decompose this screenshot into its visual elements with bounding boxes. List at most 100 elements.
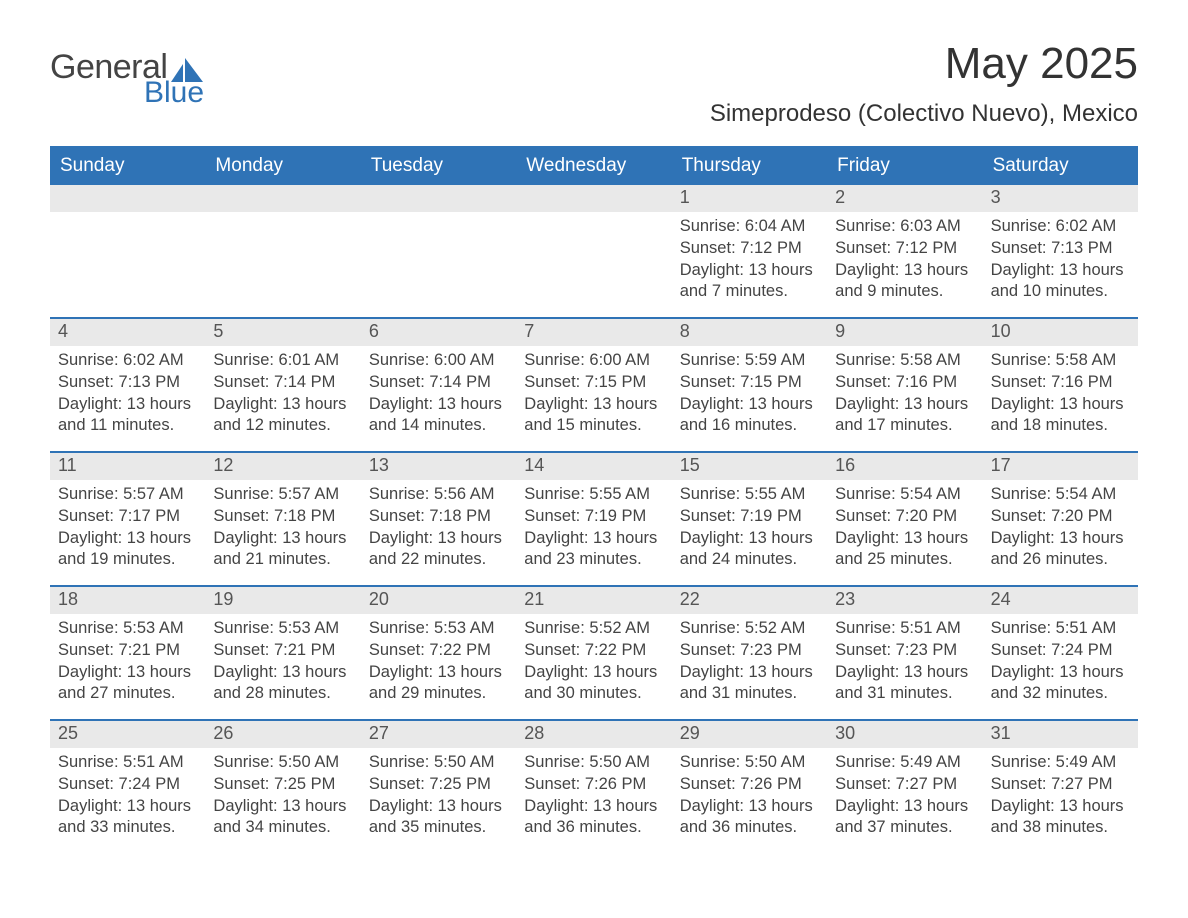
sunrise-text: Sunrise: 5:52 AM: [524, 618, 663, 640]
day-details: Sunrise: 5:50 AMSunset: 7:26 PMDaylight:…: [672, 748, 827, 845]
sunset-text: Sunset: 7:24 PM: [58, 774, 197, 796]
sunrise-text: Sunrise: 5:53 AM: [58, 618, 197, 640]
day-number: 26: [205, 721, 360, 748]
dow-wednesday: Wednesday: [516, 148, 671, 185]
day-details: [50, 212, 205, 222]
daylight-text: Daylight: 13 hours and 36 minutes.: [680, 796, 819, 840]
daylight-text: Daylight: 13 hours and 25 minutes.: [835, 528, 974, 572]
daylight-text: Daylight: 13 hours and 9 minutes.: [835, 260, 974, 304]
day-cell: 16Sunrise: 5:54 AMSunset: 7:20 PMDayligh…: [827, 453, 982, 585]
dow-friday: Friday: [827, 148, 982, 185]
day-cell: 31Sunrise: 5:49 AMSunset: 7:27 PMDayligh…: [983, 721, 1138, 853]
day-details: Sunrise: 6:03 AMSunset: 7:12 PMDaylight:…: [827, 212, 982, 309]
sunrise-text: Sunrise: 5:57 AM: [58, 484, 197, 506]
sunset-text: Sunset: 7:21 PM: [58, 640, 197, 662]
day-details: Sunrise: 5:50 AMSunset: 7:25 PMDaylight:…: [205, 748, 360, 845]
daylight-text: Daylight: 13 hours and 26 minutes.: [991, 528, 1130, 572]
daylight-text: Daylight: 13 hours and 21 minutes.: [213, 528, 352, 572]
daylight-text: Daylight: 13 hours and 10 minutes.: [991, 260, 1130, 304]
day-cell: 3Sunrise: 6:02 AMSunset: 7:13 PMDaylight…: [983, 185, 1138, 317]
day-details: Sunrise: 5:54 AMSunset: 7:20 PMDaylight:…: [827, 480, 982, 577]
day-details: Sunrise: 6:02 AMSunset: 7:13 PMDaylight:…: [983, 212, 1138, 309]
dow-thursday: Thursday: [672, 148, 827, 185]
day-number: 31: [983, 721, 1138, 748]
day-number: 1: [672, 185, 827, 212]
title-block: May 2025 Simeprodeso (Colectivo Nuevo), …: [710, 40, 1138, 128]
day-details: Sunrise: 5:53 AMSunset: 7:22 PMDaylight:…: [361, 614, 516, 711]
daylight-text: Daylight: 13 hours and 7 minutes.: [680, 260, 819, 304]
daylight-text: Daylight: 13 hours and 33 minutes.: [58, 796, 197, 840]
day-cell: 8Sunrise: 5:59 AMSunset: 7:15 PMDaylight…: [672, 319, 827, 451]
day-cell: 2Sunrise: 6:03 AMSunset: 7:12 PMDaylight…: [827, 185, 982, 317]
day-cell: 28Sunrise: 5:50 AMSunset: 7:26 PMDayligh…: [516, 721, 671, 853]
day-cell: 27Sunrise: 5:50 AMSunset: 7:25 PMDayligh…: [361, 721, 516, 853]
sunset-text: Sunset: 7:15 PM: [680, 372, 819, 394]
sunrise-text: Sunrise: 6:03 AM: [835, 216, 974, 238]
sunset-text: Sunset: 7:12 PM: [835, 238, 974, 260]
day-number: 22: [672, 587, 827, 614]
day-cell: [516, 185, 671, 317]
day-number: 11: [50, 453, 205, 480]
day-cell: 6Sunrise: 6:00 AMSunset: 7:14 PMDaylight…: [361, 319, 516, 451]
sunrise-text: Sunrise: 5:52 AM: [680, 618, 819, 640]
calendar-grid: Sunday Monday Tuesday Wednesday Thursday…: [50, 146, 1138, 853]
sunset-text: Sunset: 7:22 PM: [524, 640, 663, 662]
day-number: 5: [205, 319, 360, 346]
calendar-page: General Blue May 2025 Simeprodeso (Colec…: [0, 0, 1188, 918]
month-title: May 2025: [710, 40, 1138, 88]
day-number: 25: [50, 721, 205, 748]
day-cell: 23Sunrise: 5:51 AMSunset: 7:23 PMDayligh…: [827, 587, 982, 719]
sunrise-text: Sunrise: 5:50 AM: [213, 752, 352, 774]
dow-monday: Monday: [205, 148, 360, 185]
day-details: Sunrise: 5:51 AMSunset: 7:24 PMDaylight:…: [50, 748, 205, 845]
day-details: Sunrise: 5:50 AMSunset: 7:25 PMDaylight:…: [361, 748, 516, 845]
dow-saturday: Saturday: [983, 148, 1138, 185]
week-row: 1Sunrise: 6:04 AMSunset: 7:12 PMDaylight…: [50, 185, 1138, 317]
sunrise-text: Sunrise: 5:58 AM: [835, 350, 974, 372]
sunrise-text: Sunrise: 6:04 AM: [680, 216, 819, 238]
sunset-text: Sunset: 7:18 PM: [213, 506, 352, 528]
sunrise-text: Sunrise: 5:53 AM: [213, 618, 352, 640]
daylight-text: Daylight: 13 hours and 14 minutes.: [369, 394, 508, 438]
sunset-text: Sunset: 7:18 PM: [369, 506, 508, 528]
sunset-text: Sunset: 7:23 PM: [835, 640, 974, 662]
day-cell: 11Sunrise: 5:57 AMSunset: 7:17 PMDayligh…: [50, 453, 205, 585]
sunrise-text: Sunrise: 5:51 AM: [58, 752, 197, 774]
day-number: 30: [827, 721, 982, 748]
daylight-text: Daylight: 13 hours and 34 minutes.: [213, 796, 352, 840]
daylight-text: Daylight: 13 hours and 29 minutes.: [369, 662, 508, 706]
daylight-text: Daylight: 13 hours and 28 minutes.: [213, 662, 352, 706]
day-cell: 10Sunrise: 5:58 AMSunset: 7:16 PMDayligh…: [983, 319, 1138, 451]
daylight-text: Daylight: 13 hours and 31 minutes.: [680, 662, 819, 706]
sunrise-text: Sunrise: 5:49 AM: [835, 752, 974, 774]
day-details: Sunrise: 5:50 AMSunset: 7:26 PMDaylight:…: [516, 748, 671, 845]
day-cell: [361, 185, 516, 317]
sunset-text: Sunset: 7:21 PM: [213, 640, 352, 662]
daylight-text: Daylight: 13 hours and 17 minutes.: [835, 394, 974, 438]
day-cell: 26Sunrise: 5:50 AMSunset: 7:25 PMDayligh…: [205, 721, 360, 853]
day-number: 3: [983, 185, 1138, 212]
day-number: 16: [827, 453, 982, 480]
day-cell: 12Sunrise: 5:57 AMSunset: 7:18 PMDayligh…: [205, 453, 360, 585]
sunrise-text: Sunrise: 6:02 AM: [991, 216, 1130, 238]
sunrise-text: Sunrise: 5:54 AM: [991, 484, 1130, 506]
sunrise-text: Sunrise: 5:51 AM: [991, 618, 1130, 640]
daylight-text: Daylight: 13 hours and 15 minutes.: [524, 394, 663, 438]
week-row: 11Sunrise: 5:57 AMSunset: 7:17 PMDayligh…: [50, 451, 1138, 585]
day-cell: 13Sunrise: 5:56 AMSunset: 7:18 PMDayligh…: [361, 453, 516, 585]
sunset-text: Sunset: 7:14 PM: [369, 372, 508, 394]
daylight-text: Daylight: 13 hours and 35 minutes.: [369, 796, 508, 840]
daylight-text: Daylight: 13 hours and 37 minutes.: [835, 796, 974, 840]
week-row: 25Sunrise: 5:51 AMSunset: 7:24 PMDayligh…: [50, 719, 1138, 853]
day-number: 27: [361, 721, 516, 748]
day-details: Sunrise: 5:55 AMSunset: 7:19 PMDaylight:…: [516, 480, 671, 577]
sunset-text: Sunset: 7:26 PM: [680, 774, 819, 796]
day-cell: 18Sunrise: 5:53 AMSunset: 7:21 PMDayligh…: [50, 587, 205, 719]
day-details: Sunrise: 5:56 AMSunset: 7:18 PMDaylight:…: [361, 480, 516, 577]
day-cell: 17Sunrise: 5:54 AMSunset: 7:20 PMDayligh…: [983, 453, 1138, 585]
sunset-text: Sunset: 7:13 PM: [991, 238, 1130, 260]
day-details: [516, 212, 671, 222]
sunset-text: Sunset: 7:24 PM: [991, 640, 1130, 662]
sunrise-text: Sunrise: 5:55 AM: [524, 484, 663, 506]
day-number: 24: [983, 587, 1138, 614]
